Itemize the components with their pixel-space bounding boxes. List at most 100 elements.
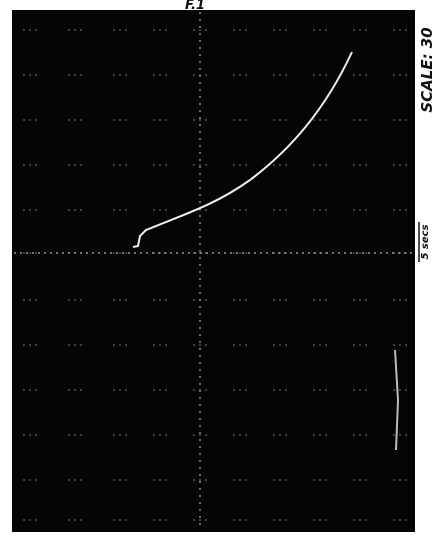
- grid-dot: [193, 389, 195, 391]
- grid-dot: [233, 252, 235, 254]
- grid-dot: [199, 344, 201, 346]
- grid-dot: [29, 434, 31, 436]
- grid-dot: [119, 252, 121, 254]
- grid-dot: [159, 344, 161, 346]
- grid-dot: [353, 434, 355, 436]
- grid-dot: [239, 119, 241, 121]
- grid-dot: [119, 29, 121, 31]
- grid-dot: [285, 434, 287, 436]
- grid-dot: [159, 519, 161, 521]
- grid-dot: [353, 209, 355, 211]
- grid-dot: [239, 209, 241, 211]
- grid-dot: [325, 479, 327, 481]
- grid-dot: [29, 519, 31, 521]
- grid-dot: [279, 344, 281, 346]
- grid-dot: [29, 209, 31, 211]
- grid-dot: [405, 519, 407, 521]
- grid-dot: [119, 389, 121, 391]
- grid-dot: [35, 252, 37, 254]
- grid-dot: [23, 74, 25, 76]
- grid-dot: [319, 519, 321, 521]
- grid-dot: [23, 209, 25, 211]
- grid-dot: [359, 164, 361, 166]
- grid-dot: [119, 344, 121, 346]
- grid-dot: [313, 344, 315, 346]
- page: {"header": {"title": "F.1"}, "annotation…: [0, 0, 443, 539]
- grid-dot: [285, 389, 287, 391]
- grid-dot: [405, 164, 407, 166]
- grid-dot: [119, 479, 121, 481]
- grid-dot: [405, 74, 407, 76]
- grid-dot: [405, 479, 407, 481]
- grid-dot: [113, 252, 115, 254]
- grid-dot: [153, 74, 155, 76]
- grid-dot: [113, 209, 115, 211]
- grid-dot: [205, 344, 207, 346]
- grid-dot: [359, 74, 361, 76]
- grid-dot: [233, 164, 235, 166]
- grid-dot: [165, 299, 167, 301]
- grid-dot: [325, 299, 327, 301]
- grid-dot: [193, 29, 195, 31]
- grid-dot: [74, 29, 76, 31]
- grid-dot: [125, 434, 127, 436]
- grid-dot: [35, 389, 37, 391]
- grid-dot: [68, 74, 70, 76]
- grid-dot: [165, 389, 167, 391]
- grid-dot: [80, 479, 82, 481]
- grid-dot: [153, 344, 155, 346]
- grid-dot: [80, 209, 82, 211]
- grid-dot: [153, 209, 155, 211]
- grid-dot: [279, 434, 281, 436]
- grid-dot: [313, 119, 315, 121]
- grid-dot: [313, 479, 315, 481]
- grid-dot: [233, 209, 235, 211]
- grid-dot: [35, 479, 37, 481]
- grid-dot: [319, 29, 321, 31]
- grid-dot: [393, 74, 395, 76]
- grid-dot: [119, 434, 121, 436]
- grid-dot: [279, 119, 281, 121]
- grid-dot: [29, 164, 31, 166]
- grid-dot: [153, 389, 155, 391]
- grid-dot: [165, 119, 167, 121]
- grid-dot: [23, 344, 25, 346]
- figure: F.1 SCALE: 30 5 secs: [0, 0, 443, 539]
- grid-dot: [245, 344, 247, 346]
- grid-dot: [153, 434, 155, 436]
- grid-dot: [113, 479, 115, 481]
- grid-dot: [159, 434, 161, 436]
- grid-dot: [353, 519, 355, 521]
- grid-dot: [285, 299, 287, 301]
- grid-dot: [279, 389, 281, 391]
- grid-dot: [29, 252, 31, 254]
- grid-dot: [239, 434, 241, 436]
- grid-dot: [325, 29, 327, 31]
- grid-dot: [199, 29, 201, 31]
- grid-dot: [393, 164, 395, 166]
- grid-dot: [119, 119, 121, 121]
- grid-dot: [245, 29, 247, 31]
- grid-dot: [245, 209, 247, 211]
- grid-dot: [279, 519, 281, 521]
- grid-dot: [199, 164, 201, 166]
- grid-dot: [365, 252, 367, 254]
- grid-dot: [273, 209, 275, 211]
- grid-dot: [319, 344, 321, 346]
- grid-dot: [365, 434, 367, 436]
- grid-dot: [74, 389, 76, 391]
- grid-dot: [23, 164, 25, 166]
- grid-dot: [74, 434, 76, 436]
- grid-dot: [285, 344, 287, 346]
- grid-dot: [273, 519, 275, 521]
- grid-dot: [74, 519, 76, 521]
- grid-dot: [313, 434, 315, 436]
- grid-dot: [159, 479, 161, 481]
- grid-dot: [353, 74, 355, 76]
- grid-dot: [153, 119, 155, 121]
- grid-dot: [279, 299, 281, 301]
- grid-dot: [365, 209, 367, 211]
- grid-dot: [239, 164, 241, 166]
- grid-dot: [74, 344, 76, 346]
- grid-dot: [68, 299, 70, 301]
